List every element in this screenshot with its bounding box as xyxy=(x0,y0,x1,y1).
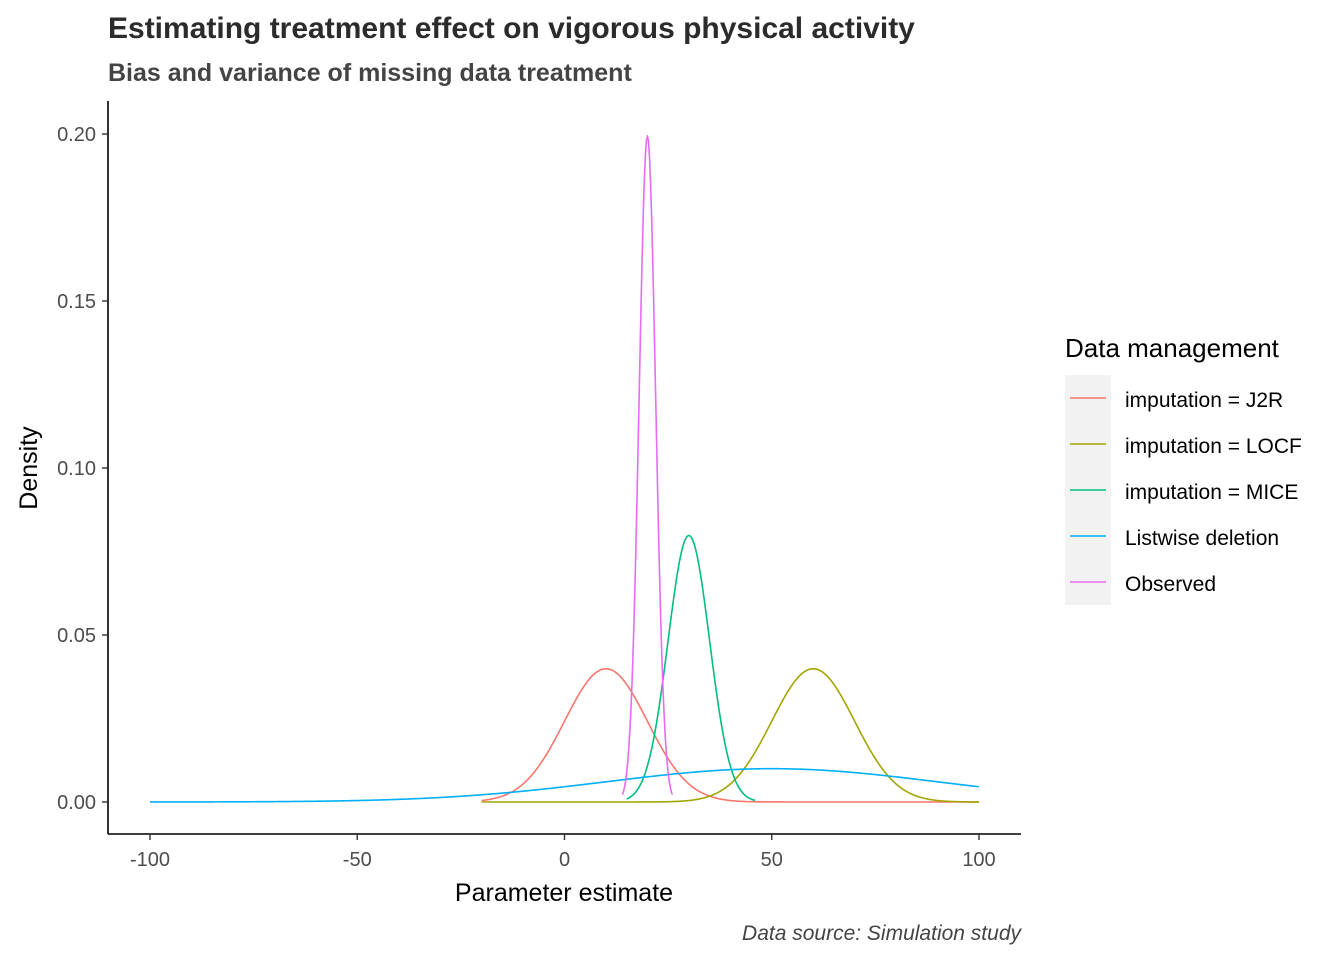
y-tick-label: 0.20 xyxy=(57,124,96,146)
x-tick-label: 100 xyxy=(962,849,995,871)
legend-label: imputation = J2R xyxy=(1125,389,1283,412)
chart-title: Estimating treatment effect on vigorous … xyxy=(108,12,915,45)
y-axis-title: Density xyxy=(15,426,43,510)
series-line-imputation-locf xyxy=(481,667,980,803)
x-tick-label: -50 xyxy=(343,849,372,871)
y-axis-ticks: 0.00 0.05 0.10 0.15 0.20 xyxy=(57,124,108,814)
legend-label: Observed xyxy=(1125,573,1216,596)
y-tick-label: 0.15 xyxy=(57,291,96,313)
chart-caption: Data source: Simulation study xyxy=(742,922,1022,945)
x-tick-label: -100 xyxy=(130,849,170,871)
x-axis-ticks: -100 -50 0 50 100 xyxy=(130,834,996,871)
y-tick-label: 0.10 xyxy=(57,458,96,480)
series-line-imputation-j2r xyxy=(481,667,979,803)
x-axis-title: Parameter estimate xyxy=(455,879,673,907)
y-tick-label: 0.05 xyxy=(57,625,96,647)
legend: Data management imputation = J2Rimputati… xyxy=(1065,333,1302,605)
legend-label: imputation = MICE xyxy=(1125,481,1298,504)
legend-title: Data management xyxy=(1065,333,1280,363)
series-line-listwise-deletion xyxy=(150,767,980,803)
x-tick-label: 50 xyxy=(761,849,783,871)
legend-items: imputation = J2R imputation = LOCF imputat… xyxy=(1070,389,1302,596)
chart-subtitle: Bias and variance of missing data treatm… xyxy=(108,59,632,87)
legend-label: Listwise deletion xyxy=(1125,527,1279,550)
y-tick-label: 0.00 xyxy=(57,792,96,814)
legend-label: imputation = LOCF xyxy=(1125,435,1302,458)
series-line-imputation-mice xyxy=(626,534,756,802)
series-layer xyxy=(150,134,980,803)
series-line-observed xyxy=(621,134,674,795)
x-tick-label: 0 xyxy=(559,849,570,871)
